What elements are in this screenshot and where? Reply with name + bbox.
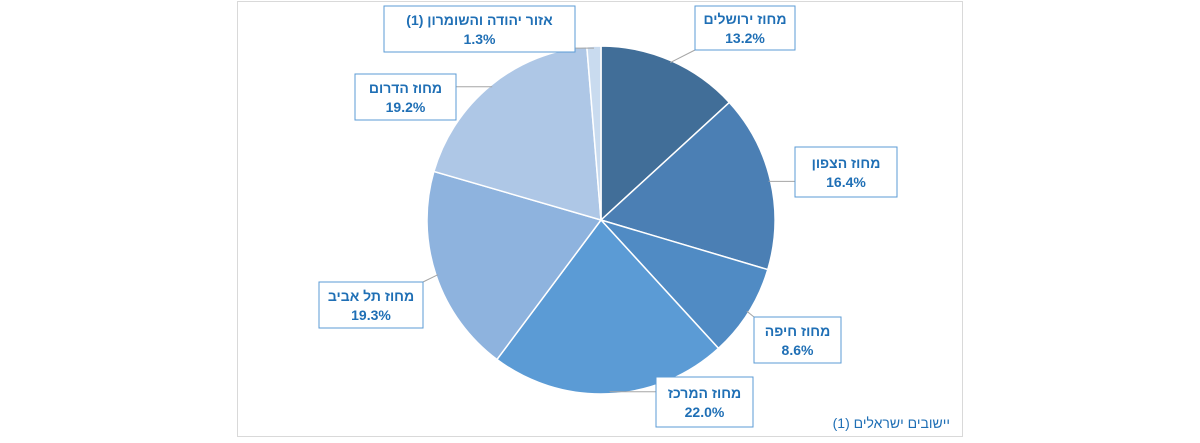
slice-label: מחוז המרכז	[668, 385, 741, 401]
data-label: מחוז ירושלים 13.2%	[694, 5, 796, 51]
slice-value: 16.4%	[826, 174, 866, 190]
data-label: אזור יהודה והשומרון (1) 1.3%	[383, 5, 576, 53]
data-label-box	[318, 281, 424, 329]
data-label-box	[794, 146, 898, 198]
slice-value: 13.2%	[725, 30, 765, 46]
pie-slices	[426, 45, 776, 395]
leader-line	[746, 310, 755, 318]
data-label-box	[753, 316, 842, 364]
pie-slice	[585, 45, 602, 221]
slice-label: מחוז תל אביב	[328, 288, 414, 304]
data-label-box	[694, 5, 796, 51]
slice-value: 22.0%	[685, 404, 725, 420]
footnote: (1) יישובים ישראלים	[833, 415, 950, 431]
slice-label: מחוז ירושלים	[703, 11, 786, 27]
data-label: מחוז תל אביב 19.3%	[318, 281, 424, 329]
slice-value: 8.6%	[782, 342, 814, 358]
data-labels: מחוז ירושלים 13.2% מחוז הצפון 16.4% מחוז חיפ…	[318, 5, 898, 428]
leader-line	[422, 274, 439, 283]
leader-line	[670, 49, 696, 64]
data-label: מחוז המרכז 22.0%	[655, 376, 754, 428]
data-label-box	[354, 73, 457, 121]
slice-value: 19.2%	[386, 99, 426, 115]
data-label: מחוז חיפה 8.6%	[753, 316, 842, 364]
data-label: מחוז הדרום 19.2%	[354, 73, 457, 121]
data-label-box	[655, 376, 754, 428]
slice-value: 1.3%	[464, 31, 496, 47]
slice-label: מחוז הצפון	[812, 155, 881, 171]
pie-slice	[495, 218, 720, 395]
slice-value: 19.3%	[351, 307, 391, 323]
slice-label: מחוז חיפה	[765, 323, 831, 339]
data-label-box	[383, 5, 576, 53]
pie-chart: מחוז ירושלים 13.2% מחוז הצפון 16.4% מחוז חיפ…	[318, 5, 950, 431]
leader-lines	[422, 47, 795, 393]
slice-label: אזור יהודה והשומרון (1)	[406, 12, 553, 28]
pie-slice	[600, 45, 731, 222]
data-label: מחוז הצפון 16.4%	[794, 146, 898, 198]
chart-area: מחוז ירושלים 13.2% מחוז הצפון 16.4% מחוז חיפ…	[237, 1, 963, 437]
slice-label: מחוז הדרום	[369, 80, 442, 96]
